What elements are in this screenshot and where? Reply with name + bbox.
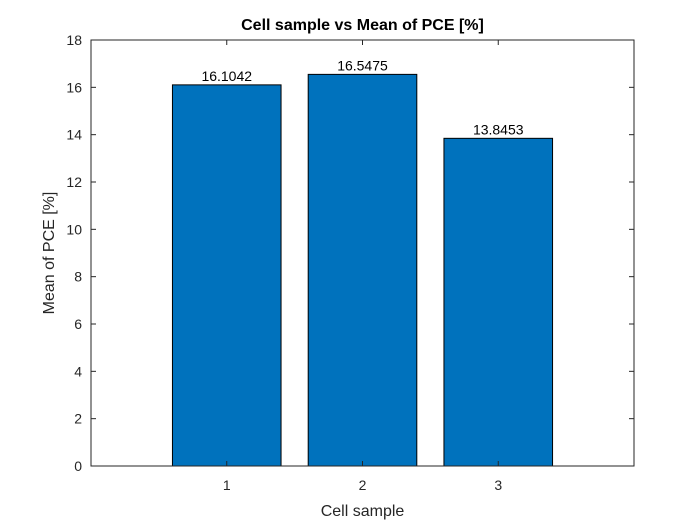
labels-layer: 16.1042 16.5475 13.8453	[201, 57, 523, 137]
y-axis-title: Mean of PCE [%]	[41, 192, 58, 315]
y-tick-label-4: 4	[74, 363, 82, 379]
y-tick-label-0: 0	[74, 458, 82, 474]
bar-1	[171, 84, 282, 467]
chart-title: Cell sample vs Mean of PCE [%]	[241, 17, 484, 34]
bar-2	[307, 73, 418, 467]
y-tick-label-8: 8	[74, 269, 82, 285]
bar-3	[443, 137, 554, 467]
y-tick-label-14: 14	[66, 127, 82, 143]
data-label-3: 13.8453	[473, 121, 524, 137]
data-label-1: 16.1042	[201, 68, 252, 84]
data-label-2: 16.5475	[337, 57, 388, 73]
x-tick-label-1: 1	[223, 477, 231, 493]
x-tick-label-2: 2	[359, 477, 367, 493]
y-tick-label-18: 18	[66, 32, 82, 48]
x-tick-label-3: 3	[494, 477, 502, 493]
y-tick-label-2: 2	[74, 411, 82, 427]
y-tick-label-10: 10	[66, 221, 82, 237]
y-tick-label-16: 16	[66, 79, 82, 95]
y-tick-label-6: 6	[74, 316, 82, 332]
x-axis-title: Cell sample	[321, 503, 405, 520]
bars-layer	[171, 73, 554, 467]
y-tick-label-12: 12	[66, 174, 82, 190]
